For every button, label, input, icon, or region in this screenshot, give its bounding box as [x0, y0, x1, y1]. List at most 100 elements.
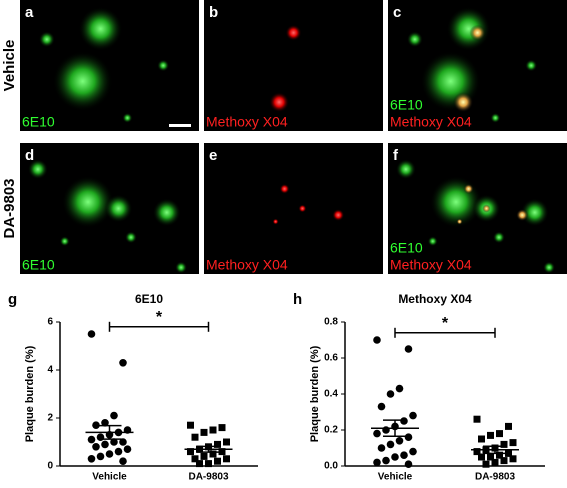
channel-label: 6E10 — [22, 114, 55, 130]
data-point — [218, 448, 226, 456]
green-signal — [406, 31, 423, 48]
data-point — [191, 433, 199, 441]
data-point — [487, 431, 494, 439]
data-point — [191, 455, 199, 463]
data-point — [400, 451, 408, 460]
micrograph — [204, 0, 383, 131]
data-point — [382, 426, 390, 434]
y-tick-label: 0.2 — [324, 425, 338, 436]
panel-letter: f — [393, 147, 399, 164]
x-tick-label: Vehicle — [378, 472, 413, 483]
green-signal — [104, 194, 133, 223]
data-point — [377, 444, 386, 452]
data-point — [496, 430, 503, 438]
data-point — [200, 428, 208, 436]
channel-label: Methoxy X04 — [206, 257, 288, 273]
green-signal — [52, 51, 113, 112]
red-signal — [279, 183, 290, 194]
data-point — [404, 433, 413, 442]
red-signal — [272, 218, 279, 225]
green-signal — [152, 198, 181, 227]
green-signal — [78, 6, 123, 51]
red-signal — [456, 218, 463, 225]
green-signal — [38, 31, 55, 48]
data-point — [119, 438, 127, 446]
data-point — [87, 330, 96, 338]
data-point — [214, 457, 221, 465]
data-point — [482, 460, 490, 468]
data-point — [395, 437, 404, 445]
y-tick-label: 0.0 — [324, 461, 338, 472]
red-signal — [516, 209, 529, 222]
data-point — [373, 336, 381, 344]
data-point — [395, 384, 404, 393]
data-point — [373, 458, 381, 467]
data-point — [391, 453, 399, 461]
green-signal — [62, 175, 115, 228]
data-point — [505, 422, 512, 430]
red-signal — [463, 183, 474, 194]
data-point — [96, 452, 105, 461]
significance-label: * — [156, 309, 163, 326]
data-point — [496, 451, 503, 459]
data-point — [500, 440, 508, 448]
green-signal — [427, 236, 438, 247]
panel-letter: b — [209, 4, 218, 21]
green-signal — [520, 198, 549, 227]
data-point — [110, 411, 118, 420]
data-point — [223, 438, 230, 446]
data-point — [123, 445, 132, 454]
red-signal — [285, 24, 302, 41]
y-tick-label: 2 — [47, 413, 53, 424]
data-point — [478, 435, 485, 443]
data-point — [92, 421, 100, 430]
green-signal — [543, 261, 556, 274]
channel-label: 6E10 — [390, 97, 423, 113]
red-signal — [269, 92, 290, 113]
data-point — [119, 457, 127, 466]
green-signal — [175, 261, 188, 274]
data-point — [509, 439, 517, 447]
x-tick-label: Vehicle — [92, 472, 127, 483]
red-signal — [298, 204, 307, 213]
data-point — [409, 447, 417, 456]
chart-title: 6E10 — [135, 292, 163, 306]
x-tick-label: DA-9803 — [475, 472, 515, 483]
data-point — [478, 453, 485, 461]
data-point — [187, 448, 194, 456]
micrograph — [204, 143, 383, 274]
significance-label: * — [442, 315, 449, 332]
panel-letter: a — [25, 4, 34, 21]
data-point — [101, 440, 109, 449]
panel-letter: c — [393, 4, 401, 21]
panel-letter: h — [293, 291, 302, 308]
green-signal — [395, 159, 416, 180]
channel-label: Methoxy X04 — [390, 257, 472, 273]
data-point — [386, 390, 395, 398]
green-signal — [124, 231, 137, 244]
y-tick-label: 4 — [47, 365, 53, 376]
data-point — [487, 453, 494, 461]
data-point — [101, 419, 109, 427]
data-point — [218, 424, 226, 432]
chart-title: Methoxy X04 — [398, 292, 472, 306]
red-signal — [482, 204, 491, 213]
data-point — [114, 447, 123, 456]
y-tick-label: 0.8 — [324, 317, 338, 328]
y-tick-label: 6 — [47, 317, 53, 328]
panel-letter: d — [25, 147, 34, 164]
data-point — [87, 455, 96, 463]
data-point — [404, 345, 413, 353]
data-point — [119, 359, 127, 367]
data-point — [105, 450, 114, 458]
data-point — [400, 417, 408, 425]
data-point — [196, 460, 203, 468]
data-point — [214, 440, 221, 448]
row-label: Vehicle — [1, 40, 18, 92]
data-point — [500, 457, 508, 465]
data-point — [223, 455, 230, 463]
data-point — [205, 460, 212, 468]
data-point — [409, 411, 417, 420]
